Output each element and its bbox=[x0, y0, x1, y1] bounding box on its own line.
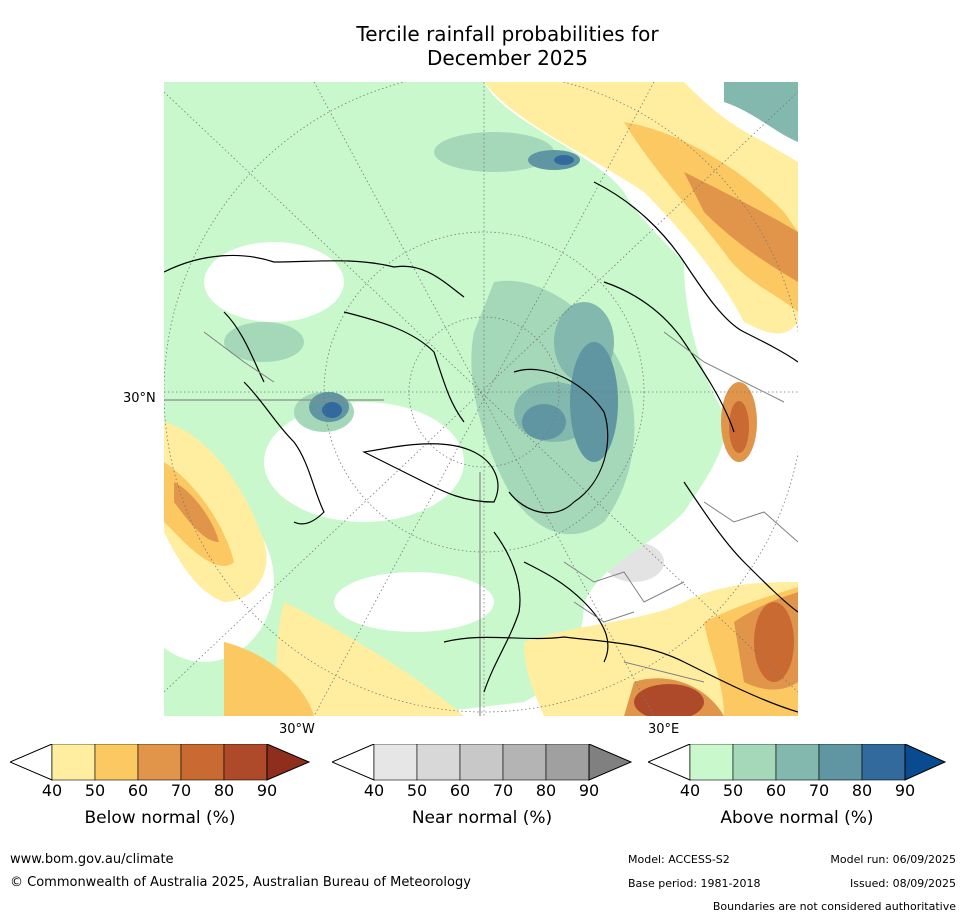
lon-label-30e: 30°E bbox=[648, 722, 680, 737]
swatch-arrow bbox=[266, 744, 310, 781]
swatch bbox=[502, 744, 547, 781]
tick-label: 70 bbox=[808, 781, 830, 800]
major-meridians bbox=[164, 399, 481, 716]
graticule bbox=[164, 82, 798, 716]
swatch-arrow bbox=[904, 744, 947, 781]
title-line-1: Tercile rainfall probabilities for bbox=[356, 22, 659, 46]
swatch bbox=[416, 744, 461, 781]
tick-label: 40 bbox=[679, 781, 701, 800]
swatch bbox=[373, 744, 418, 781]
swatch bbox=[180, 744, 225, 781]
near-normal-colorbar bbox=[332, 744, 632, 782]
model-name: Model: ACCESS-S2 bbox=[628, 853, 730, 866]
swatch bbox=[459, 744, 504, 781]
swatch bbox=[51, 744, 96, 781]
coastlines bbox=[164, 181, 798, 713]
below-normal-regions bbox=[164, 82, 798, 716]
tick-label: 40 bbox=[41, 781, 63, 800]
tick-label: 90 bbox=[894, 781, 916, 800]
tick-label: 40 bbox=[363, 781, 385, 800]
swatch bbox=[861, 744, 906, 781]
boundaries-disclaimer: Boundaries are not considered authoritat… bbox=[712, 900, 956, 913]
near-normal-title: Near normal (%) bbox=[411, 808, 553, 828]
tick-label: 90 bbox=[578, 781, 600, 800]
below-normal-title: Below normal (%) bbox=[84, 808, 236, 828]
swatch bbox=[689, 744, 734, 781]
above-normal-title: Above normal (%) bbox=[720, 808, 874, 828]
chart-title: Tercile rainfall probabilities for Decem… bbox=[300, 22, 715, 70]
swatch bbox=[137, 744, 182, 781]
swatch bbox=[732, 744, 777, 781]
tick-label: 50 bbox=[84, 781, 106, 800]
tick-label: 60 bbox=[765, 781, 787, 800]
below-normal-colorbar bbox=[10, 744, 310, 782]
tick-label: 80 bbox=[213, 781, 235, 800]
issued-date: Issued: 08/09/2025 bbox=[849, 877, 956, 890]
swatch bbox=[818, 744, 863, 781]
title-line-2: December 2025 bbox=[427, 46, 588, 70]
political-borders bbox=[203, 331, 798, 683]
tick-label: 70 bbox=[492, 781, 514, 800]
swatch bbox=[223, 744, 268, 781]
copyright-notice: © Commonwealth of Australia 2025, Austra… bbox=[10, 875, 471, 890]
lat-label-30n: 30°N bbox=[123, 391, 156, 406]
website-link[interactable]: www.bom.gov.au/climate bbox=[10, 852, 174, 867]
lon-label-30w: 30°W bbox=[279, 722, 315, 737]
tick-label: 50 bbox=[722, 781, 744, 800]
tick-label: 60 bbox=[449, 781, 471, 800]
base-period: Base period: 1981-2018 bbox=[628, 877, 761, 890]
tick-label: 80 bbox=[535, 781, 557, 800]
probability-map bbox=[164, 82, 798, 716]
above-normal-regions bbox=[164, 82, 798, 716]
tick-label: 60 bbox=[127, 781, 149, 800]
swatch bbox=[775, 744, 820, 781]
tick-label: 70 bbox=[170, 781, 192, 800]
swatch bbox=[545, 744, 590, 781]
swatch bbox=[94, 744, 139, 781]
tick-label: 50 bbox=[406, 781, 428, 800]
model-run-date: Model run: 06/09/2025 bbox=[830, 853, 956, 866]
tick-label: 80 bbox=[851, 781, 873, 800]
above-normal-colorbar bbox=[648, 744, 948, 782]
swatch-arrow bbox=[588, 744, 632, 781]
tick-label: 90 bbox=[256, 781, 278, 800]
